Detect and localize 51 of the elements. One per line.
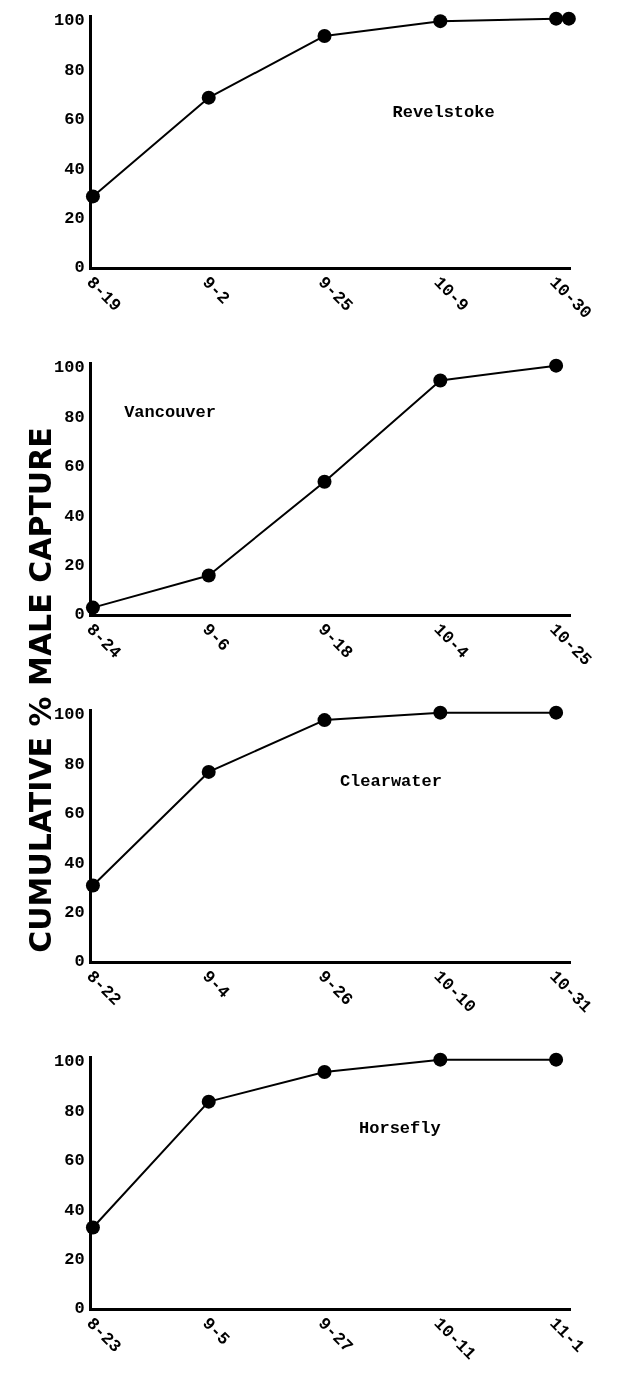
y-tick-label: 40 xyxy=(64,853,85,873)
y-tick-label: 80 xyxy=(64,407,85,427)
y-tick-label: 100 xyxy=(54,358,85,378)
point xyxy=(433,1052,448,1067)
point xyxy=(201,764,216,779)
y-tick-label: 40 xyxy=(64,1200,85,1220)
y-tick-label: 80 xyxy=(64,1101,85,1121)
y-tick-label: 80 xyxy=(64,754,85,774)
y-tick-label: 100 xyxy=(54,1052,85,1072)
y-tick-label: 100 xyxy=(54,11,85,31)
point xyxy=(85,600,100,615)
y-tick-label: 20 xyxy=(64,902,85,922)
point xyxy=(201,568,216,583)
y-tick-label: 60 xyxy=(64,110,85,130)
y-tick-label: 0 xyxy=(74,258,85,278)
annotation: Revelstoke xyxy=(392,102,495,122)
y-tick-label: 0 xyxy=(74,952,85,972)
x-tick-label: 9-4 xyxy=(198,967,234,1003)
y-tick-label: 0 xyxy=(74,605,85,625)
y-tick-label: 20 xyxy=(64,555,85,575)
point xyxy=(85,878,100,893)
point xyxy=(549,705,564,720)
y-tick-label: 0 xyxy=(74,1299,85,1319)
point xyxy=(433,14,448,29)
point xyxy=(549,358,564,373)
x-tick-label: 9-5 xyxy=(198,1314,234,1350)
point xyxy=(317,28,332,43)
y-tick-label: 60 xyxy=(64,804,85,824)
annotation: Clearwater xyxy=(339,772,442,792)
y-tick-label: 40 xyxy=(64,506,85,526)
point xyxy=(549,1052,564,1067)
point xyxy=(433,373,448,388)
point xyxy=(201,90,216,105)
y-tick-label: 40 xyxy=(64,159,85,179)
x-tick-label: 9-2 xyxy=(198,273,234,309)
annotation: Vancouver xyxy=(124,402,216,422)
point xyxy=(85,1220,100,1235)
point xyxy=(317,474,332,489)
point xyxy=(201,1094,216,1109)
point xyxy=(85,189,100,204)
x-tick-label: 9-6 xyxy=(198,620,234,656)
y-tick-label: 80 xyxy=(64,60,85,80)
annotation: Horsefly xyxy=(359,1119,441,1139)
point xyxy=(433,705,448,720)
point xyxy=(317,713,332,728)
y-tick-label: 60 xyxy=(64,1151,85,1171)
y-tick-label: 20 xyxy=(64,208,85,228)
point xyxy=(317,1065,332,1080)
y-tick-label: 20 xyxy=(64,1249,85,1269)
point xyxy=(549,11,564,26)
y-tick-label: 60 xyxy=(64,457,85,477)
